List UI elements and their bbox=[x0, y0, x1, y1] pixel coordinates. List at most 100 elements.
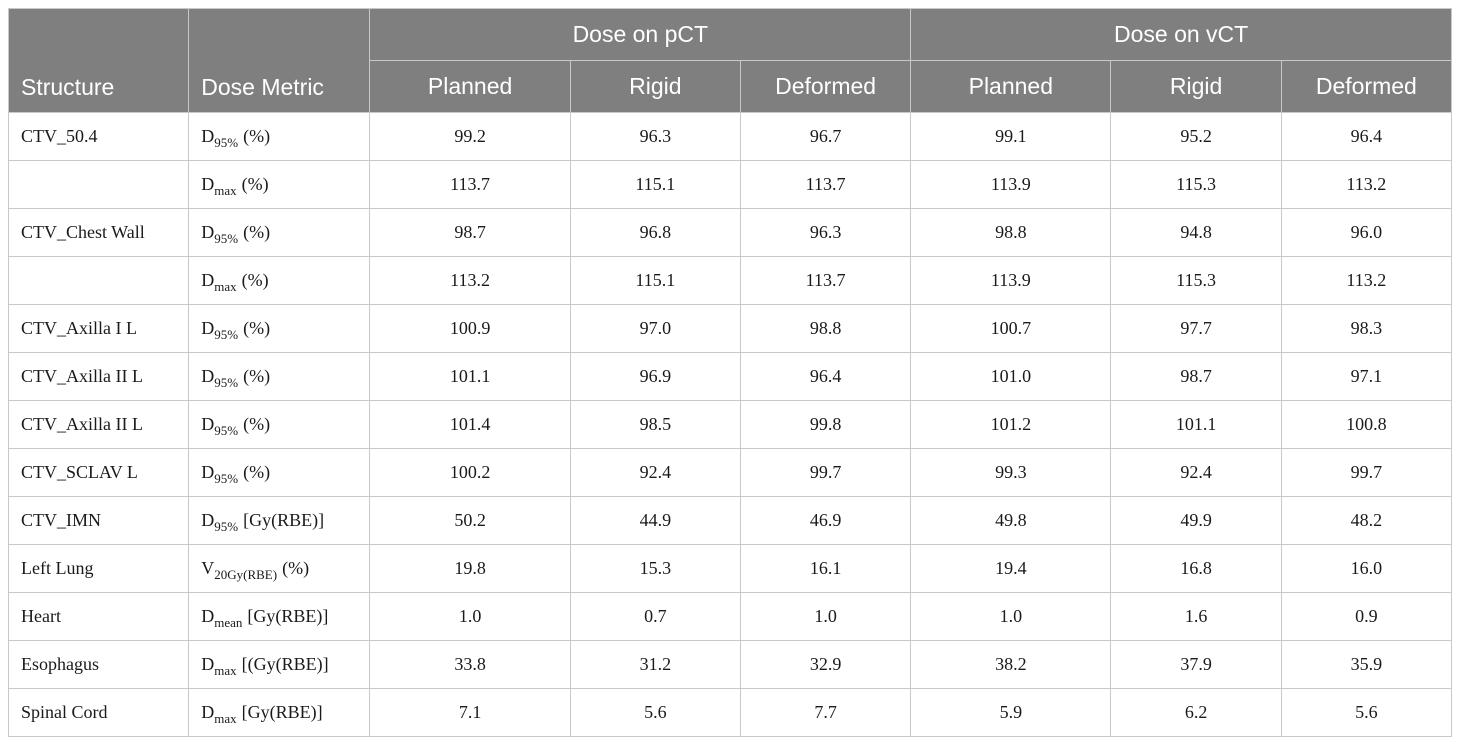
metric-subscript: 95% bbox=[214, 327, 239, 342]
metric-subscript: 95% bbox=[214, 423, 239, 438]
header-pct-deformed: Deformed bbox=[739, 60, 912, 113]
value-pct-planned: 50.2 bbox=[369, 496, 571, 545]
value-pct-rigid: 115.1 bbox=[569, 160, 741, 209]
table-row: Spinal Cord Dmax [Gy(RBE)] 7.1 5.6 7.7 5.9 6.2 5… bbox=[7, 688, 1453, 737]
value-pct-deformed: 96.7 bbox=[739, 112, 912, 161]
value-pct-deformed: 99.7 bbox=[739, 448, 912, 497]
table-row: CTV_Axilla II L D95% (%) 101.4 98.5 99.8 101.2… bbox=[7, 400, 1453, 449]
metric-unit: (%) bbox=[243, 222, 271, 242]
value-pct-deformed: 16.1 bbox=[739, 544, 912, 593]
header-vct-planned: Planned bbox=[910, 60, 1112, 113]
value-vct-rigid: 115.3 bbox=[1110, 256, 1282, 305]
value-vct-deformed: 98.3 bbox=[1280, 304, 1453, 353]
metric-symbol: D bbox=[201, 414, 215, 434]
metric-symbol: D bbox=[201, 510, 215, 530]
value-pct-deformed: 32.9 bbox=[739, 640, 912, 689]
metric-unit: (%) bbox=[241, 174, 269, 194]
value-vct-rigid: 95.2 bbox=[1110, 112, 1282, 161]
value-pct-rigid: 15.3 bbox=[569, 544, 741, 593]
value-vct-deformed: 16.0 bbox=[1280, 544, 1453, 593]
value-vct-deformed: 96.4 bbox=[1280, 112, 1453, 161]
metric-symbol: D bbox=[201, 702, 215, 722]
metric-symbol: D bbox=[201, 270, 215, 290]
value-pct-planned: 113.7 bbox=[369, 160, 571, 209]
value-vct-deformed: 5.6 bbox=[1280, 688, 1453, 737]
metric-subscript: 95% bbox=[214, 519, 239, 534]
dose-metric-cell: Dmean [Gy(RBE)] bbox=[188, 592, 371, 641]
metric-unit: [Gy(RBE)] bbox=[241, 702, 323, 722]
header-pct-planned: Planned bbox=[369, 60, 571, 113]
value-vct-deformed: 113.2 bbox=[1280, 160, 1453, 209]
value-vct-planned: 101.0 bbox=[910, 352, 1112, 401]
value-pct-planned: 100.2 bbox=[369, 448, 571, 497]
dose-metric-cell: D95% (%) bbox=[188, 208, 371, 257]
value-pct-rigid: 96.3 bbox=[569, 112, 741, 161]
dose-metric-cell: D95% (%) bbox=[188, 400, 371, 449]
value-pct-deformed: 7.7 bbox=[739, 688, 912, 737]
value-vct-planned: 100.7 bbox=[910, 304, 1112, 353]
value-pct-rigid: 92.4 bbox=[569, 448, 741, 497]
value-pct-planned: 101.1 bbox=[369, 352, 571, 401]
structure-cell: CTV_Axilla II L bbox=[7, 352, 190, 401]
header-structure: Structure bbox=[7, 8, 190, 113]
table-container: Structure Dose Metric Dose on pCT Dose o… bbox=[7, 8, 1453, 737]
value-vct-rigid: 92.4 bbox=[1110, 448, 1282, 497]
metric-symbol: D bbox=[201, 462, 215, 482]
value-pct-planned: 101.4 bbox=[369, 400, 571, 449]
value-pct-deformed: 1.0 bbox=[739, 592, 912, 641]
value-pct-planned: 99.2 bbox=[369, 112, 571, 161]
metric-symbol: D bbox=[201, 222, 215, 242]
value-vct-rigid: 97.7 bbox=[1110, 304, 1282, 353]
metric-subscript: max bbox=[214, 183, 237, 198]
value-vct-deformed: 96.0 bbox=[1280, 208, 1453, 257]
value-vct-planned: 113.9 bbox=[910, 160, 1112, 209]
metric-subscript: 95% bbox=[214, 375, 239, 390]
metric-subscript: max bbox=[214, 663, 237, 678]
value-vct-planned: 1.0 bbox=[910, 592, 1112, 641]
metric-unit: (%) bbox=[243, 462, 271, 482]
value-pct-planned: 7.1 bbox=[369, 688, 571, 737]
value-vct-deformed: 97.1 bbox=[1280, 352, 1453, 401]
value-vct-rigid: 1.6 bbox=[1110, 592, 1282, 641]
value-vct-planned: 19.4 bbox=[910, 544, 1112, 593]
value-vct-planned: 49.8 bbox=[910, 496, 1112, 545]
value-vct-deformed: 100.8 bbox=[1280, 400, 1453, 449]
structure-cell: Spinal Cord bbox=[7, 688, 190, 737]
value-vct-rigid: 49.9 bbox=[1110, 496, 1282, 545]
value-vct-planned: 113.9 bbox=[910, 256, 1112, 305]
table-header: Structure Dose Metric Dose on pCT Dose o… bbox=[7, 8, 1453, 113]
table-row: Left Lung V20Gy(RBE) (%) 19.8 15.3 16.1 19.4 16… bbox=[7, 544, 1453, 593]
metric-unit: (%) bbox=[243, 366, 271, 386]
table-row: CTV_Axilla II L D95% (%) 101.1 96.9 96.4 101.0… bbox=[7, 352, 1453, 401]
value-pct-planned: 100.9 bbox=[369, 304, 571, 353]
value-vct-rigid: 16.8 bbox=[1110, 544, 1282, 593]
metric-unit: (%) bbox=[243, 318, 271, 338]
header-dose-on-vct: Dose on vCT bbox=[910, 8, 1452, 61]
value-vct-deformed: 48.2 bbox=[1280, 496, 1453, 545]
value-vct-rigid: 94.8 bbox=[1110, 208, 1282, 257]
value-pct-deformed: 113.7 bbox=[739, 160, 912, 209]
dose-metric-cell: D95% (%) bbox=[188, 112, 371, 161]
header-pct-rigid: Rigid bbox=[569, 60, 741, 113]
metric-subscript: 95% bbox=[214, 231, 239, 246]
header-dose-on-pct: Dose on pCT bbox=[369, 8, 912, 61]
value-pct-rigid: 96.9 bbox=[569, 352, 741, 401]
value-vct-planned: 98.8 bbox=[910, 208, 1112, 257]
metric-symbol: D bbox=[201, 174, 215, 194]
value-vct-deformed: 99.7 bbox=[1280, 448, 1453, 497]
value-pct-deformed: 46.9 bbox=[739, 496, 912, 545]
dose-metric-cell: D95% (%) bbox=[188, 448, 371, 497]
table-row: CTV_Chest Wall D95% (%) 98.7 96.8 96.3 98.8 94.… bbox=[7, 208, 1453, 257]
structure-cell: Heart bbox=[7, 592, 190, 641]
metric-subscript: mean bbox=[214, 615, 243, 630]
value-vct-deformed: 35.9 bbox=[1280, 640, 1453, 689]
header-vct-deformed: Deformed bbox=[1280, 60, 1453, 113]
dose-metric-cell: D95% (%) bbox=[188, 304, 371, 353]
value-pct-deformed: 96.4 bbox=[739, 352, 912, 401]
value-vct-rigid: 6.2 bbox=[1110, 688, 1282, 737]
metric-unit: [Gy(RBE)] bbox=[243, 510, 325, 530]
value-pct-planned: 33.8 bbox=[369, 640, 571, 689]
dose-metric-cell: Dmax [Gy(RBE)] bbox=[188, 688, 371, 737]
value-vct-planned: 101.2 bbox=[910, 400, 1112, 449]
metric-symbol: D bbox=[201, 126, 215, 146]
